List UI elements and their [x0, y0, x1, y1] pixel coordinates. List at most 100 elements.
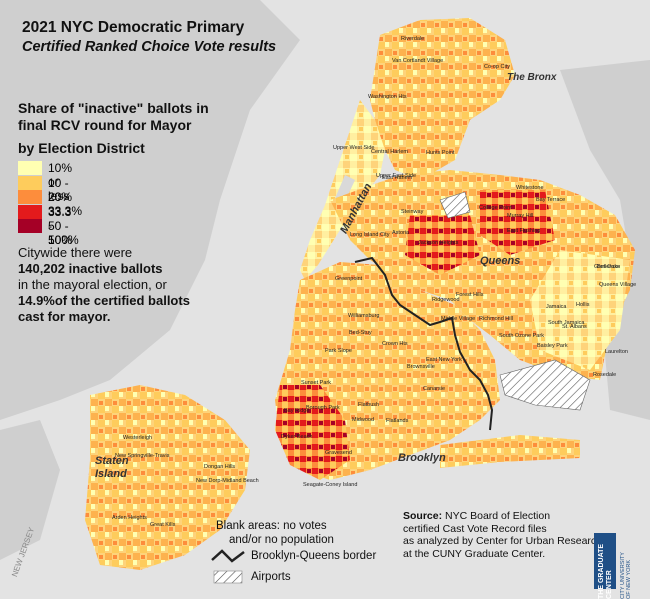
legend-label: 10 - 20%	[48, 175, 73, 204]
brooklyn-hot-area	[275, 385, 350, 480]
legend-heading-line2: final RCV round for Mayor	[18, 117, 192, 133]
map-title: 2021 NYC Democratic Primary	[22, 19, 245, 36]
neighborhood-label: Greenpoint	[335, 276, 363, 282]
neighborhood-label: Glen Oaks	[594, 264, 620, 270]
neighborhood-label: Flatbush	[358, 402, 380, 408]
neighborhood-label: Bellerose	[597, 264, 620, 270]
neighborhood-label: Midwood	[352, 417, 375, 423]
source-label: Source:	[403, 510, 443, 522]
neighborhood-label: Great Kills	[150, 522, 176, 528]
neighborhood-label: Steinway	[401, 209, 424, 215]
staten-island-area	[85, 385, 250, 570]
neighborhood-label: Flatlands	[386, 418, 409, 424]
neighborhood-label: Canarsie	[423, 386, 446, 392]
airport-key-icon	[213, 570, 243, 584]
neighborhood-label: Dongan Hills	[204, 464, 236, 470]
neighborhood-label: Westerleigh	[123, 435, 152, 441]
brooklyn-queens-border	[354, 256, 494, 431]
neighborhood-label: East Flushing	[507, 228, 541, 234]
source-line2: certified Cast Vote Record files	[403, 522, 547, 535]
borough-label: The Bronx	[507, 72, 557, 83]
neighborhood-label: East Harlem	[382, 175, 413, 181]
map-subtitle: Certified Ranked Choice Vote results	[22, 39, 277, 55]
borough-label: Brooklyn	[398, 452, 446, 464]
neighborhood-label: Sunset Park	[301, 380, 331, 386]
neighborhood-label: Central Harlem	[371, 149, 408, 155]
neighborhood-label: Washington Hts	[368, 94, 407, 100]
flushing-hot-area	[480, 190, 555, 255]
neighborhood-label: New Springville-Travis	[115, 453, 170, 459]
source-note: Source: NYC Board of Election certified …	[403, 510, 603, 560]
note-line4: 14.9%of the certified ballots	[18, 293, 190, 308]
neighborhood-label: Richmond Hill	[479, 316, 513, 322]
neighborhood-label: Riverdale	[401, 36, 425, 42]
neighborhood-label: Rosedale	[593, 372, 617, 378]
cuny-logo-text: CITY UNIVERSITY OF NEW YORK	[620, 552, 632, 599]
neighborhood-label: Jamaica	[546, 304, 567, 310]
neighborhood-label: South Ozone Park	[499, 333, 544, 339]
legend-swatch	[18, 204, 42, 219]
neighborhood-label: South Jamaica	[548, 320, 585, 326]
neighborhood-label: Hunts Point	[426, 150, 455, 156]
note-line3: in the mayoral election, or	[18, 277, 167, 292]
neighborhood-label: Forest Hills	[456, 292, 484, 298]
legend-swatch	[18, 161, 42, 175]
bronx-area	[370, 18, 515, 180]
neighborhood-label: Crown Hts	[382, 341, 408, 347]
neighborhood-label: Laurelton	[605, 349, 628, 355]
source-line1: NYC Board of Election	[445, 510, 551, 522]
neighborhood-label: Bay Terrace	[536, 197, 566, 203]
neighborhood-label: Upper West Side	[333, 145, 375, 151]
source-line4: at the CUNY Graduate Center.	[403, 547, 546, 560]
note-line5: cast for mayor.	[18, 309, 111, 324]
legend-heading-line3: by Election District	[18, 140, 145, 156]
border-key-label: Brooklyn-Queens border	[251, 550, 377, 562]
legend-label: 33.3 - 50%	[48, 204, 73, 247]
neighborhood-label: St. Albans	[562, 324, 587, 330]
neighborhood-label: Arden Heights	[112, 515, 147, 521]
neighborhood-label: Whitestone	[516, 185, 544, 191]
nassau-land	[560, 60, 650, 420]
source-line3: as analyzed by Center for Urban Research	[403, 535, 603, 547]
neighborhood-label: Dyker Beach	[281, 434, 313, 440]
legend-label: 20 - 33.3%	[48, 190, 83, 218]
queens-east-light	[530, 250, 630, 370]
neighborhood-label: Middle Village	[441, 316, 476, 322]
neighborhood-label: Van Cortlandt Village	[392, 58, 444, 64]
blank-line1: Blank areas: no votes	[216, 520, 327, 532]
neighborhood-label: Williamsburg	[348, 313, 380, 319]
jfk-airport	[499, 359, 591, 411]
neighborhood-label: Jackson Heights	[418, 240, 459, 246]
neighborhood-label: Hollis	[576, 302, 590, 308]
graduate-center-logo	[594, 533, 616, 589]
neighborhood-label: Seagate-Coney Island	[303, 482, 358, 488]
laguardia-airport	[439, 191, 471, 219]
neighborhood-label: Gravesend	[325, 450, 352, 456]
borough-label: Staten	[95, 455, 129, 467]
neighborhood-label: Co-op City	[484, 64, 510, 70]
nj-south-land	[0, 420, 60, 560]
note-line1: Citywide there were	[18, 245, 133, 260]
blank-line2: and/or no population	[229, 534, 334, 546]
neighborhood-label: College Point	[479, 205, 512, 211]
legend-swatch	[18, 190, 42, 204]
citywide-note: Citywide there were 140,202 inactive bal…	[18, 245, 218, 325]
blank-areas-note: Blank areas: no votes and/or no populati…	[216, 519, 334, 547]
jackson-hts-hot-area	[405, 215, 480, 275]
note-line2: 140,202 inactive ballots	[18, 261, 163, 276]
border-key-icon	[211, 549, 245, 563]
legend-label: 50 - 100%	[48, 219, 79, 247]
neighborhood-label: Park Slope	[325, 348, 352, 354]
neighborhood-label: Borough Park	[306, 405, 340, 411]
neighborhood-label: Bay Ridge	[284, 408, 310, 414]
borough-label: Island	[95, 468, 127, 480]
neighborhood-label: East New York	[426, 357, 462, 363]
legend-label: 10% or less	[48, 161, 73, 203]
airports-key-label: Airports	[251, 571, 291, 583]
legend-heading-line1: Share of "inactive" ballots in	[18, 100, 209, 116]
neighborhood-label: Murray Hill	[507, 213, 534, 219]
neighborhood-label: Upper East Side	[376, 173, 417, 179]
neighborhood-label: Long Island City	[350, 232, 390, 238]
